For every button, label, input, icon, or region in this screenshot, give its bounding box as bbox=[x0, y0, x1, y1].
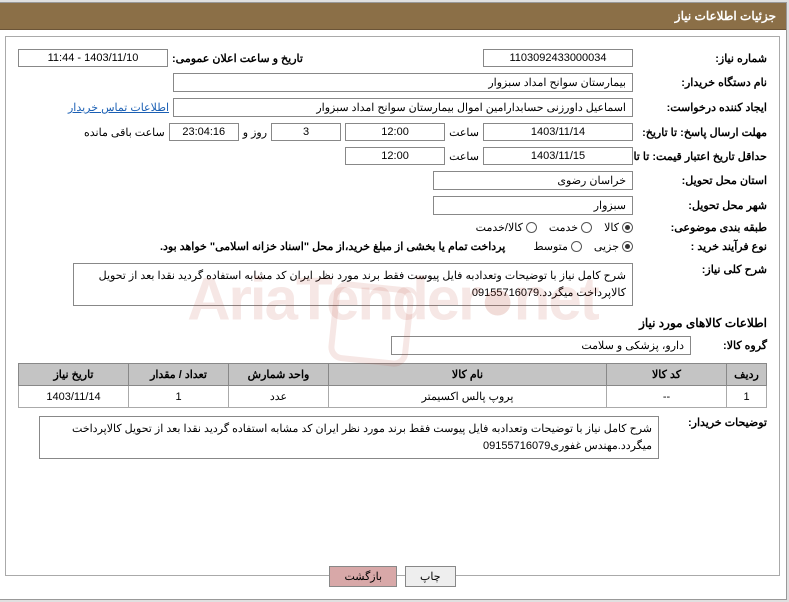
process-label: نوع فرآیند خرید : bbox=[637, 240, 767, 253]
process-radio-group: جزیی متوسط bbox=[533, 240, 633, 253]
row-category: طبقه بندی موضوعی: کالا خدمت کالا/خدمت bbox=[18, 221, 767, 234]
radio-icon bbox=[622, 222, 633, 233]
row-deadline-reply: مهلت ارسال پاسخ: تا تاریخ: 1403/11/14 سا… bbox=[18, 123, 767, 141]
window: جزئیات اطلاعات نیاز AriaTender●net شماره… bbox=[0, 2, 787, 600]
requester-value: اسماعیل داورزنی حسابدارامین اموال بیمارس… bbox=[173, 98, 633, 117]
buyer-org-label: نام دستگاه خریدار: bbox=[637, 76, 767, 89]
time-label-2: ساعت bbox=[449, 150, 479, 163]
footer-buttons: چاپ بازگشت bbox=[0, 560, 786, 593]
col-unit: واحد شمارش bbox=[229, 364, 329, 386]
table-row: 1 -- پروپ پالس اکسیمتر عدد 1 1403/11/14 bbox=[19, 386, 767, 408]
time-label-1: ساعت bbox=[449, 126, 479, 139]
cat-opt-0[interactable]: کالا bbox=[604, 221, 633, 234]
group-value: دارو، پزشکی و سلامت bbox=[391, 336, 691, 355]
buyer-desc-value: شرح کامل نیاز با توضیحات وتعدادبه فایل پ… bbox=[39, 416, 659, 459]
row-province: استان محل تحویل: خراسان رضوی bbox=[18, 171, 767, 190]
radio-icon bbox=[622, 241, 633, 252]
cell-unit: عدد bbox=[229, 386, 329, 408]
cell-row: 1 bbox=[727, 386, 767, 408]
col-name: نام کالا bbox=[329, 364, 607, 386]
group-label: گروه کالا: bbox=[697, 339, 767, 352]
cell-date: 1403/11/14 bbox=[19, 386, 129, 408]
row-buyer-desc: توضیحات خریدار: شرح کامل نیاز با توضیحات… bbox=[18, 416, 767, 459]
row-city: شهر محل تحویل: سبزوار bbox=[18, 196, 767, 215]
row-group: گروه کالا: دارو، پزشکی و سلامت bbox=[18, 336, 767, 355]
title-bar: جزئیات اطلاعات نیاز bbox=[0, 3, 786, 30]
buyer-org-value: بیمارستان سوانح امداد سبزوار bbox=[173, 73, 633, 92]
back-button[interactable]: بازگشت bbox=[329, 566, 397, 587]
row-process: نوع فرآیند خرید : جزیی متوسط پرداخت تمام… bbox=[18, 240, 767, 253]
general-desc-value: شرح کامل نیاز با توضیحات وتعدادبه فایل پ… bbox=[73, 263, 633, 306]
deadline-reply-label: مهلت ارسال پاسخ: تا تاریخ: bbox=[637, 126, 767, 139]
proc-opt-1[interactable]: متوسط bbox=[533, 240, 582, 253]
print-button[interactable]: چاپ bbox=[405, 566, 456, 587]
radio-icon bbox=[571, 241, 582, 252]
need-no-value: 1103092433000034 bbox=[483, 49, 633, 67]
row-requester: ایجاد کننده درخواست: اسماعیل داورزنی حسا… bbox=[18, 98, 767, 117]
row-validity: حداقل تاریخ اعتبار قیمت: تا تاریخ: 1403/… bbox=[18, 147, 767, 165]
proc-opt-0[interactable]: جزیی bbox=[594, 240, 633, 253]
buyer-desc-label: توضیحات خریدار: bbox=[667, 416, 767, 429]
col-qty: تعداد / مقدار bbox=[129, 364, 229, 386]
city-label: شهر محل تحویل: bbox=[637, 199, 767, 212]
cell-name: پروپ پالس اکسیمتر bbox=[329, 386, 607, 408]
row-buyer-org: نام دستگاه خریدار: بیمارستان سوانح امداد… bbox=[18, 73, 767, 92]
items-table: ردیف کد کالا نام کالا واحد شمارش تعداد /… bbox=[18, 363, 767, 408]
validity-label: حداقل تاریخ اعتبار قیمت: تا تاریخ: bbox=[637, 150, 767, 163]
requester-label: ایجاد کننده درخواست: bbox=[637, 101, 767, 114]
province-value: خراسان رضوی bbox=[433, 171, 633, 190]
days-value: 3 bbox=[271, 123, 341, 141]
row-general-desc: شرح کلی نیاز: شرح کامل نیاز با توضیحات و… bbox=[18, 263, 767, 306]
category-radio-group: کالا خدمت کالا/خدمت bbox=[476, 221, 633, 234]
cell-qty: 1 bbox=[129, 386, 229, 408]
radio-icon bbox=[581, 222, 592, 233]
province-label: استان محل تحویل: bbox=[637, 174, 767, 187]
items-section-title: اطلاعات کالاهای مورد نیاز bbox=[18, 316, 767, 330]
contact-link[interactable]: اطلاعات تماس خریدار bbox=[68, 101, 169, 114]
cat-opt-1[interactable]: خدمت bbox=[549, 221, 592, 234]
page-title: جزئیات اطلاعات نیاز bbox=[675, 9, 776, 23]
table-header-row: ردیف کد کالا نام کالا واحد شمارش تعداد /… bbox=[19, 364, 767, 386]
cat-opt-2[interactable]: کالا/خدمت bbox=[476, 221, 537, 234]
need-no-label: شماره نیاز: bbox=[637, 52, 767, 65]
city-value: سبزوار bbox=[433, 196, 633, 215]
deadline-date: 1403/11/14 bbox=[483, 123, 633, 141]
deadline-time: 12:00 bbox=[345, 123, 445, 141]
col-date: تاریخ نیاز bbox=[19, 364, 129, 386]
remain-time: 23:04:16 bbox=[169, 123, 239, 141]
process-note: پرداخت تمام یا بخشی از مبلغ خرید،از محل … bbox=[160, 240, 505, 253]
announce-label: تاریخ و ساعت اعلان عمومی: bbox=[172, 52, 303, 65]
general-desc-label: شرح کلی نیاز: bbox=[637, 263, 767, 276]
radio-icon bbox=[526, 222, 537, 233]
cell-code: -- bbox=[607, 386, 727, 408]
validity-time: 12:00 bbox=[345, 147, 445, 165]
row-need-number: شماره نیاز: 1103092433000034 تاریخ و ساع… bbox=[18, 49, 767, 67]
validity-date: 1403/11/15 bbox=[483, 147, 633, 165]
content-panel: AriaTender●net شماره نیاز: 1103092433000… bbox=[5, 36, 780, 576]
category-label: طبقه بندی موضوعی: bbox=[637, 221, 767, 234]
col-row: ردیف bbox=[727, 364, 767, 386]
announce-value: 1403/11/10 - 11:44 bbox=[18, 49, 168, 67]
col-code: کد کالا bbox=[607, 364, 727, 386]
remain-suffix: ساعت باقی مانده bbox=[84, 126, 165, 139]
days-and: روز و bbox=[243, 126, 267, 139]
